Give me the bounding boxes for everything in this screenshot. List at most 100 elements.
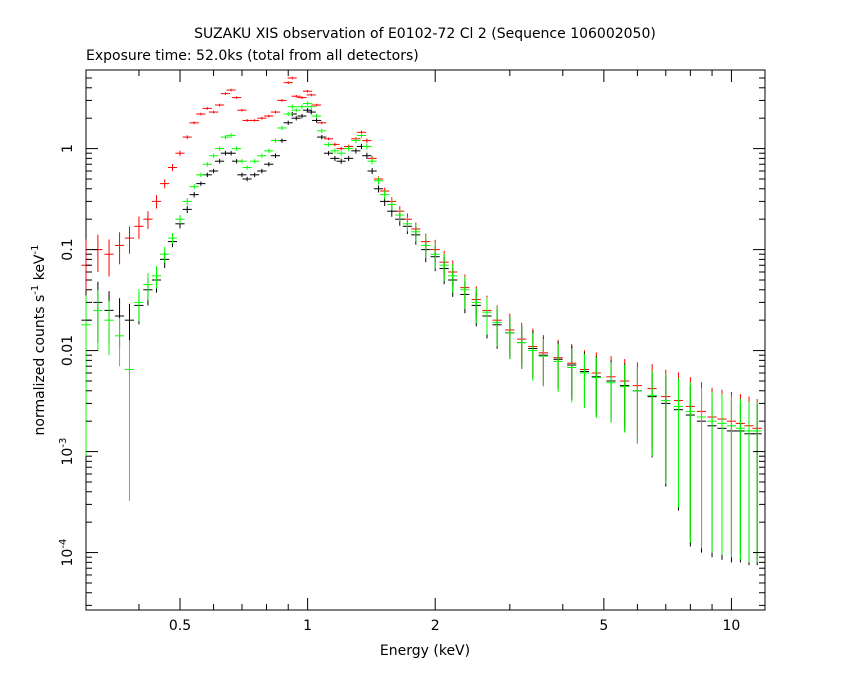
data-point bbox=[175, 215, 185, 224]
data-point bbox=[226, 88, 236, 92]
data-point bbox=[362, 152, 372, 159]
data-point bbox=[302, 101, 313, 106]
data-point bbox=[237, 172, 247, 178]
data-point bbox=[344, 146, 354, 152]
data-point bbox=[579, 353, 590, 409]
data-point bbox=[214, 159, 225, 164]
data-point bbox=[367, 158, 377, 165]
data-point bbox=[249, 159, 260, 164]
chart-title: SUZAKU XIS observation of E0102-72 Cl 2 … bbox=[194, 26, 656, 42]
data-point bbox=[356, 132, 367, 139]
data-point bbox=[202, 107, 212, 110]
data-point bbox=[306, 93, 316, 97]
data-point bbox=[362, 138, 372, 143]
data-point bbox=[482, 297, 492, 335]
data-point bbox=[673, 378, 684, 508]
data-point bbox=[323, 151, 334, 156]
data-point bbox=[277, 125, 287, 131]
tick-layer: 0.5 1 2 5 10 10-4 10-3 0.01 0.1 1 bbox=[58, 69, 765, 634]
data-point bbox=[220, 92, 231, 95]
data-point bbox=[208, 153, 219, 158]
data-point bbox=[323, 137, 334, 141]
data-point bbox=[242, 176, 252, 182]
data-point bbox=[226, 133, 236, 138]
data-point bbox=[685, 382, 695, 543]
data-point bbox=[330, 155, 340, 162]
data-point bbox=[430, 243, 440, 269]
data-point bbox=[311, 113, 322, 119]
data-point bbox=[189, 184, 199, 190]
data-point bbox=[302, 89, 313, 93]
data-point bbox=[196, 172, 206, 178]
data-point bbox=[124, 226, 135, 254]
data-point bbox=[696, 387, 707, 549]
data-point bbox=[264, 148, 274, 154]
x-tick-label: 2 bbox=[431, 618, 440, 634]
data-point bbox=[104, 239, 114, 277]
data-point bbox=[460, 276, 470, 309]
data-point bbox=[264, 162, 274, 167]
data-point bbox=[717, 394, 727, 555]
data-point bbox=[291, 116, 301, 121]
data-point bbox=[735, 399, 745, 560]
data-point bbox=[752, 401, 762, 563]
data-point bbox=[402, 217, 412, 232]
data-point bbox=[189, 121, 199, 125]
data-point bbox=[270, 110, 281, 114]
data-point bbox=[306, 109, 316, 115]
data-point bbox=[744, 401, 754, 563]
data-point bbox=[373, 185, 384, 193]
data-point bbox=[182, 198, 192, 206]
data-point bbox=[93, 289, 103, 351]
data-point bbox=[439, 253, 449, 281]
data-point bbox=[214, 103, 225, 107]
data-point bbox=[707, 391, 717, 553]
data-point bbox=[311, 103, 322, 107]
data-point bbox=[214, 146, 225, 151]
data-point bbox=[196, 112, 206, 116]
data-point bbox=[606, 362, 616, 423]
data-point bbox=[297, 96, 307, 99]
data-point bbox=[471, 288, 481, 324]
data-point bbox=[93, 234, 103, 272]
data-point bbox=[277, 99, 287, 102]
data-point bbox=[287, 104, 297, 109]
data-point bbox=[202, 162, 212, 167]
data-point bbox=[317, 121, 327, 125]
data-point bbox=[143, 211, 153, 229]
data-point bbox=[317, 128, 327, 134]
data-point bbox=[283, 120, 293, 126]
data-point bbox=[124, 340, 135, 501]
data-point bbox=[160, 179, 170, 189]
data-point bbox=[351, 138, 361, 144]
data-point bbox=[553, 343, 563, 392]
data-point bbox=[336, 158, 346, 164]
data-point bbox=[196, 181, 206, 186]
data-point bbox=[661, 373, 671, 484]
data-point bbox=[134, 289, 144, 322]
data-point bbox=[567, 348, 577, 403]
data-point bbox=[323, 142, 334, 147]
data-point bbox=[124, 303, 135, 347]
data-point bbox=[591, 356, 601, 418]
data-point bbox=[517, 326, 527, 369]
data-point bbox=[167, 233, 178, 244]
data-point bbox=[81, 295, 91, 457]
data-point bbox=[134, 216, 144, 239]
data-point bbox=[297, 113, 307, 119]
data-point bbox=[249, 119, 260, 122]
data-point bbox=[182, 135, 192, 139]
data-point bbox=[114, 318, 125, 367]
data-point bbox=[632, 367, 642, 444]
data-point bbox=[421, 235, 431, 259]
data-point bbox=[237, 159, 247, 164]
data-point bbox=[367, 168, 377, 175]
data-point bbox=[249, 172, 260, 178]
data-point bbox=[311, 118, 322, 123]
y-axis-label: normalized counts s-1 keV-1 bbox=[30, 245, 48, 436]
x-axis-label: Energy (keV) bbox=[380, 643, 470, 659]
data-point bbox=[270, 153, 281, 158]
data-point bbox=[151, 195, 162, 209]
data-point bbox=[344, 155, 354, 162]
